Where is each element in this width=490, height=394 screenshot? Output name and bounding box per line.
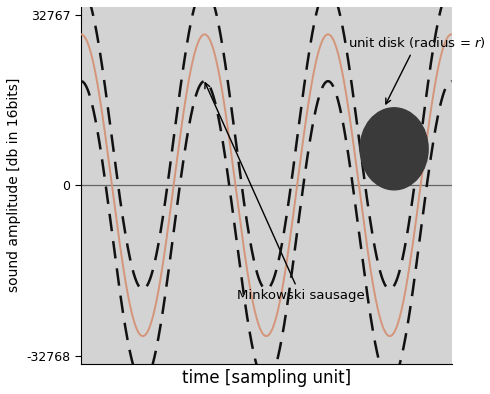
Text: unit disk (radius = $r$): unit disk (radius = $r$) bbox=[348, 35, 486, 104]
Text: Minkowski sausage: Minkowski sausage bbox=[205, 83, 365, 302]
Y-axis label: sound amplitude [db in 16bits]: sound amplitude [db in 16bits] bbox=[7, 78, 21, 292]
X-axis label: time [sampling unit]: time [sampling unit] bbox=[182, 369, 351, 387]
Ellipse shape bbox=[360, 108, 428, 190]
